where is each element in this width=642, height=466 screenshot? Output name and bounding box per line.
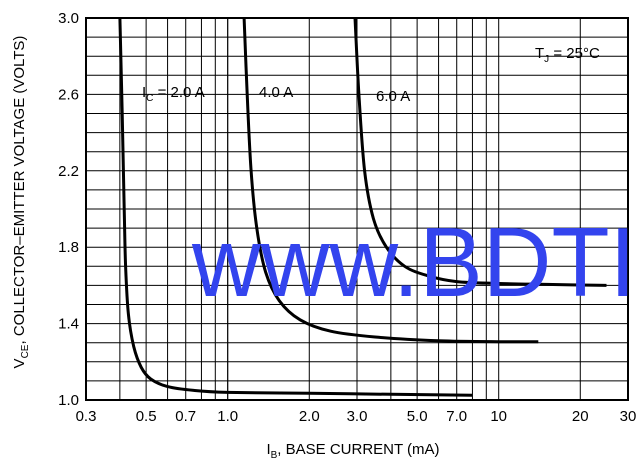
curves: [118, 17, 607, 397]
x-tick-label: 2.0: [299, 408, 320, 425]
y-tick-label: 1.4: [58, 316, 79, 333]
y-tick-label: 3.0: [58, 10, 79, 27]
temperature-annotation: TJ = 25°C: [535, 45, 600, 65]
y-tick-label: 2.2: [58, 163, 79, 180]
plot-frame: [85, 17, 629, 401]
x-tick-label: 7.0: [446, 408, 467, 425]
series-line-2: [242, 17, 539, 344]
x-tick-label: 30: [620, 408, 637, 425]
x-tick-label: 0.7: [175, 408, 196, 425]
x-tick-label: 20: [572, 408, 589, 425]
series-label-6a: 6.0 A: [376, 88, 410, 105]
x-tick-label: 0.3: [76, 408, 97, 425]
series-label-4a: 4.0 A: [259, 84, 293, 101]
y-tick-label: 1.0: [58, 392, 79, 409]
x-tick-label: 0.5: [136, 408, 157, 425]
x-axis-title: IB, BASE CURRENT (mA): [266, 441, 439, 461]
watermark: www.BDTI: [191, 207, 636, 317]
x-tick-label: 1.0: [217, 408, 238, 425]
tick-labels: 0.3 0.5 0.7 1.0 2.0 3.0 5.0 7.0 10 20 30 1.0 1.4 1.8 2…: [58, 10, 636, 425]
x-tick-label: 10: [490, 408, 507, 425]
y-tick-label: 1.8: [58, 239, 79, 256]
x-tick-label: 3.0: [347, 408, 368, 425]
series-line-1: [118, 17, 473, 397]
series-line-3: [353, 17, 607, 287]
y-tick-label: 2.6: [58, 86, 79, 103]
grid: [86, 18, 628, 400]
y-axis-title: VCE, COLLECTOR–EMITTER VOLTAGE (VOLTS): [11, 36, 31, 369]
x-tick-label: 5.0: [407, 408, 428, 425]
series-label-2a: IC = 2.0 A: [142, 84, 205, 104]
